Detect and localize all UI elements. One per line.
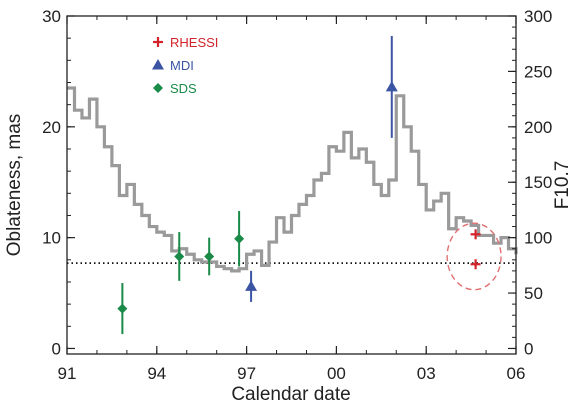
y2-tick-label: 100 bbox=[524, 229, 552, 248]
x-tick-label: 00 bbox=[327, 364, 346, 383]
x-tick-label: 91 bbox=[58, 364, 77, 383]
rhessi-point bbox=[470, 259, 481, 270]
sds-point bbox=[204, 251, 215, 262]
rhessi-legend-label: RHESSI bbox=[170, 35, 218, 50]
x-tick-label: 06 bbox=[507, 364, 526, 383]
mdi-point bbox=[385, 80, 398, 92]
plot-frame bbox=[66, 15, 517, 355]
sds-point bbox=[174, 251, 185, 262]
legend: RHESSI MDI SDS bbox=[152, 35, 218, 96]
rhessi-point bbox=[470, 229, 481, 240]
sds-point bbox=[234, 233, 245, 244]
highlight-ellipse bbox=[446, 222, 502, 291]
x-tick-label: 97 bbox=[237, 364, 256, 383]
y2-axis-title: F10.7 bbox=[552, 161, 573, 210]
y-tick-label: 30 bbox=[42, 7, 61, 26]
sds-legend-marker bbox=[153, 83, 163, 93]
f107-step-line bbox=[67, 86, 518, 273]
y2-tick-label: 50 bbox=[524, 284, 543, 303]
x-tick-label: 03 bbox=[417, 364, 436, 383]
y2-tick-label: 150 bbox=[524, 173, 552, 192]
mdi-point bbox=[245, 280, 258, 291]
mdi-legend-label: MDI bbox=[170, 58, 194, 73]
rhessi-legend-marker bbox=[153, 37, 163, 47]
y-axis-title: Oblateness, mas bbox=[4, 114, 25, 257]
sds-legend-label: SDS bbox=[170, 81, 197, 96]
y-tick-label: 10 bbox=[42, 229, 61, 248]
y-tick-label: 20 bbox=[42, 118, 61, 137]
mdi-legend-marker bbox=[152, 59, 164, 70]
y2-tick-label: 300 bbox=[524, 7, 552, 26]
sds-point bbox=[117, 303, 128, 314]
y-tick-label: 0 bbox=[52, 339, 61, 358]
y2-tick-label: 200 bbox=[524, 118, 552, 137]
y2-tick-label: 250 bbox=[524, 62, 552, 81]
y2-tick-label: 0 bbox=[524, 339, 533, 358]
x-tick-label: 94 bbox=[147, 364, 166, 383]
x-axis-title: Calendar date bbox=[231, 384, 350, 405]
